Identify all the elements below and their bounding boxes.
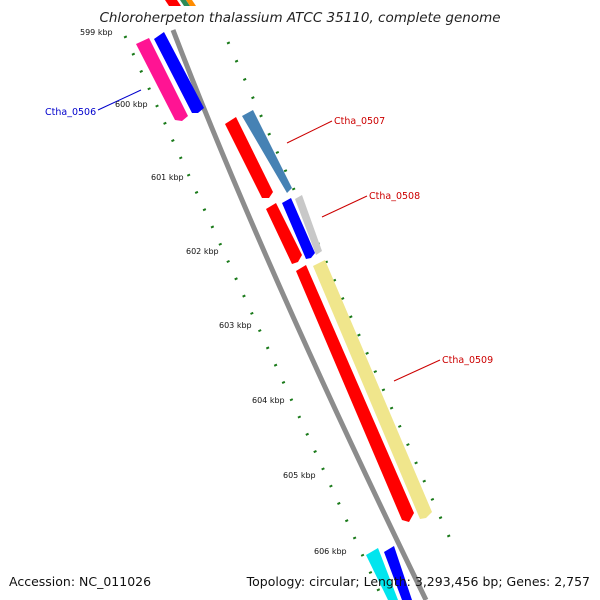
map-title: Chloroherpeton thalassium ATCC 35110, co…	[99, 10, 500, 26]
gene-arrow-top-green	[180, 0, 190, 6]
tick-label: 602 kbp	[186, 247, 219, 256]
callout-line-0508	[321, 195, 368, 218]
gene-arrow-top-red	[165, 0, 181, 6]
gene-arrow-blue-bottom	[384, 546, 412, 600]
callout-line-0509	[393, 359, 441, 382]
gene-arrow-red-0507	[225, 117, 273, 198]
gene-arrow-magenta	[136, 38, 188, 121]
gene-arrow-red-0509	[296, 265, 414, 522]
gene-arrow-steelblue-0507	[242, 110, 292, 193]
accession-text: Accession: NC_011026	[9, 574, 151, 589]
tick-label: 601 kbp	[151, 173, 184, 182]
tick-label: 599 kbp	[80, 28, 113, 37]
tick-label: 604 kbp	[252, 396, 285, 405]
gene-label-ctha-0509[interactable]: Ctha_0509	[442, 355, 493, 366]
callout-line-0507	[286, 120, 333, 144]
gene-arrow-cyan	[366, 548, 398, 600]
tick-label: 605 kbp	[283, 471, 316, 480]
gene-label-ctha-0506[interactable]: Ctha_0506	[45, 107, 96, 118]
genome-backbone	[170, 29, 429, 600]
gene-arrow-blue-0508	[282, 198, 315, 259]
gene-arrow-silver-0508	[295, 195, 322, 255]
tick-label: 603 kbp	[219, 321, 252, 330]
gene-label-ctha-0507[interactable]: Ctha_0507	[334, 116, 385, 127]
gene-arrow-top-orange	[186, 0, 196, 6]
tick-label: 600 kbp	[115, 100, 148, 109]
tick-label: 606 kbp	[314, 547, 347, 556]
gene-arrow-blue-0506	[154, 32, 204, 113]
gene-arrow-red-0508	[266, 203, 302, 264]
callout-line-0506	[97, 89, 142, 111]
gene-label-ctha-0508[interactable]: Ctha_0508	[369, 191, 420, 202]
gene-arrow-khaki-0509	[313, 260, 432, 519]
genome-summary-text: Topology: circular; Length: 3,293,456 bp…	[246, 574, 590, 589]
